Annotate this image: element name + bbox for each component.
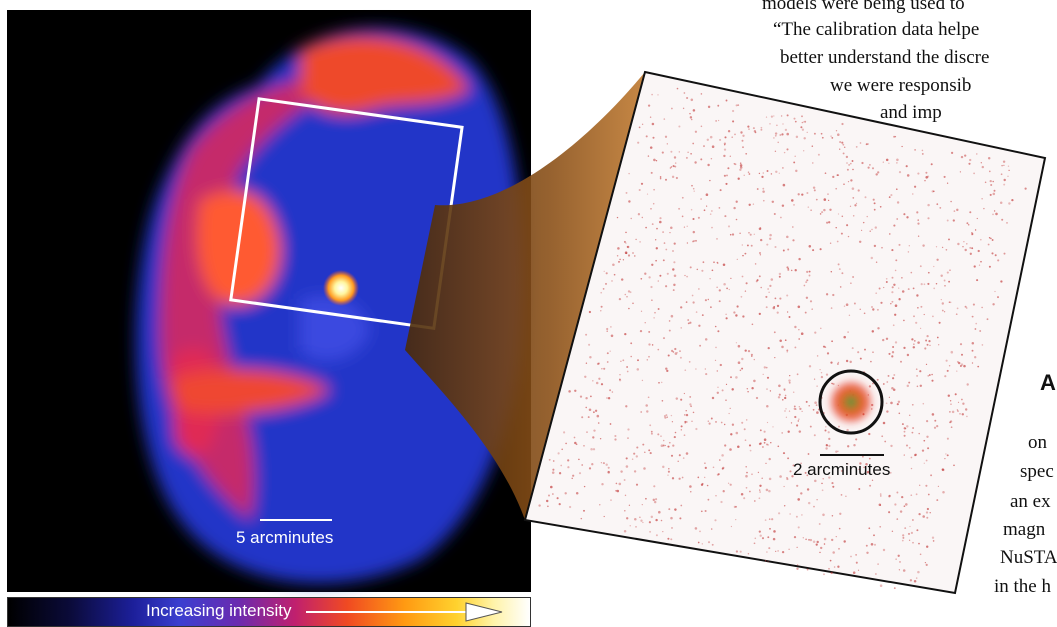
article-line-8: an ex — [1010, 491, 1051, 512]
inset-photon-noise — [538, 87, 1027, 589]
figure-stage: models were being used to “The calibrati… — [7, 0, 1057, 627]
figure-graphics — [7, 10, 1047, 595]
article-line-6: on — [1028, 432, 1047, 453]
article-line-3: better understand the discre — [780, 47, 990, 68]
source-circle — [818, 369, 884, 435]
article-line-11: in the h — [994, 576, 1051, 597]
article-line-5: and imp — [880, 102, 942, 123]
inset-panel — [523, 70, 1047, 595]
article-line-9: magn — [1003, 519, 1046, 540]
section-heading-letter: A — [1040, 370, 1056, 395]
article-line-7: spec — [1020, 461, 1054, 482]
article-line-2: “The calibration data helpe — [773, 19, 980, 40]
colorbar-label: Increasing intensity — [146, 601, 292, 620]
article-line-1: models were being used to — [762, 0, 965, 14]
intensity-arrow-icon — [306, 602, 503, 622]
article-line-10: NuSTA — [1000, 547, 1057, 568]
intensity-colorbar: Increasing intensity — [7, 597, 531, 627]
zoom-funnel — [405, 72, 645, 520]
inset-scale-label: 2 arcminutes — [793, 460, 891, 479]
left-scale-label: 5 arcminutes — [236, 528, 334, 547]
article-line-4: we were responsib — [830, 75, 972, 96]
